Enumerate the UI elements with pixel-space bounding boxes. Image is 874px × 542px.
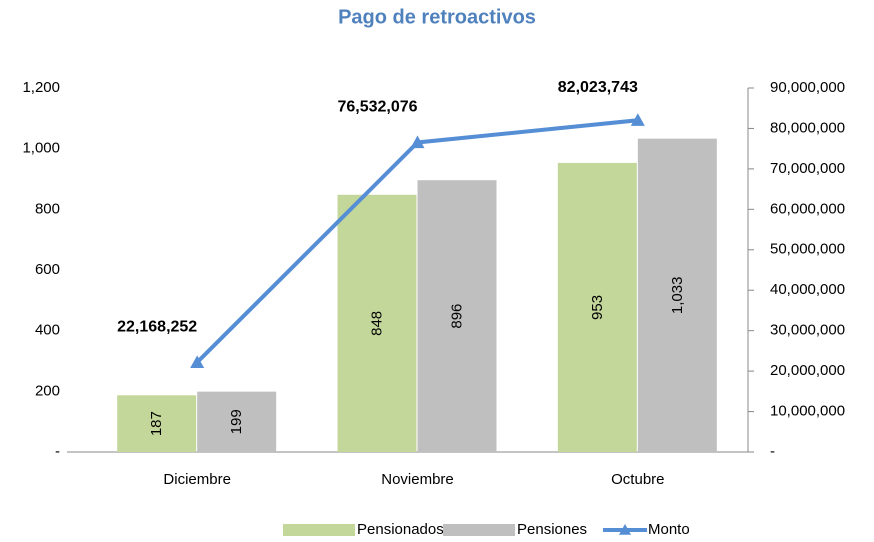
bar	[417, 180, 497, 453]
value-label: 82,023,743	[558, 79, 638, 96]
legend-marker	[619, 524, 631, 535]
y2-tick-label: 60,000,000	[770, 200, 845, 217]
y-tick-label: 1,200	[22, 79, 60, 96]
value-label: 953	[589, 295, 606, 320]
legend-swatch	[283, 524, 355, 536]
line-marker	[190, 355, 205, 368]
y2-tick-label: 10,000,000	[770, 403, 845, 420]
value-label: 199	[228, 409, 245, 434]
bar	[557, 162, 637, 452]
legend-label: Pensionados	[357, 521, 444, 538]
y2-tick-label: 70,000,000	[770, 160, 845, 177]
y-tick-label: 400	[35, 322, 60, 339]
y2-tick-label: 50,000,000	[770, 241, 845, 258]
legend-label: Pensiones	[517, 521, 587, 538]
bar	[337, 194, 417, 453]
value-label: 848	[368, 311, 385, 336]
value-label: 896	[448, 304, 465, 329]
bar	[117, 395, 197, 452]
x-tick-label: Noviembre	[381, 471, 454, 488]
y2-tick-label: 90,000,000	[770, 79, 845, 96]
x-tick-label: Diciembre	[163, 471, 231, 488]
y-tick-label: 1,000	[22, 140, 60, 157]
bar	[637, 138, 717, 452]
value-label: 76,532,076	[337, 99, 417, 116]
value-label: 1,033	[669, 277, 686, 315]
y2-tick-label: 30,000,000	[770, 322, 845, 339]
y2-tick-label: 20,000,000	[770, 362, 845, 379]
y-tick-label: 200	[35, 382, 60, 399]
chart-title: Pago de retroactivos	[338, 6, 536, 28]
y2-tick-label: -	[770, 443, 775, 460]
line-marker	[630, 113, 645, 126]
y2-tick-label: 40,000,000	[770, 281, 845, 298]
line-marker	[410, 135, 425, 149]
y-tick-label: -	[55, 443, 60, 460]
value-label: 187	[148, 411, 165, 436]
value-label: 22,168,252	[117, 319, 197, 336]
legend-label: Monto	[648, 521, 690, 538]
bar	[197, 391, 277, 452]
legend-swatch	[443, 524, 515, 536]
y-tick-label: 800	[35, 200, 60, 217]
x-tick-label: Octubre	[611, 471, 664, 488]
y-tick-label: 600	[35, 261, 60, 278]
y2-tick-label: 80,000,000	[770, 119, 845, 136]
